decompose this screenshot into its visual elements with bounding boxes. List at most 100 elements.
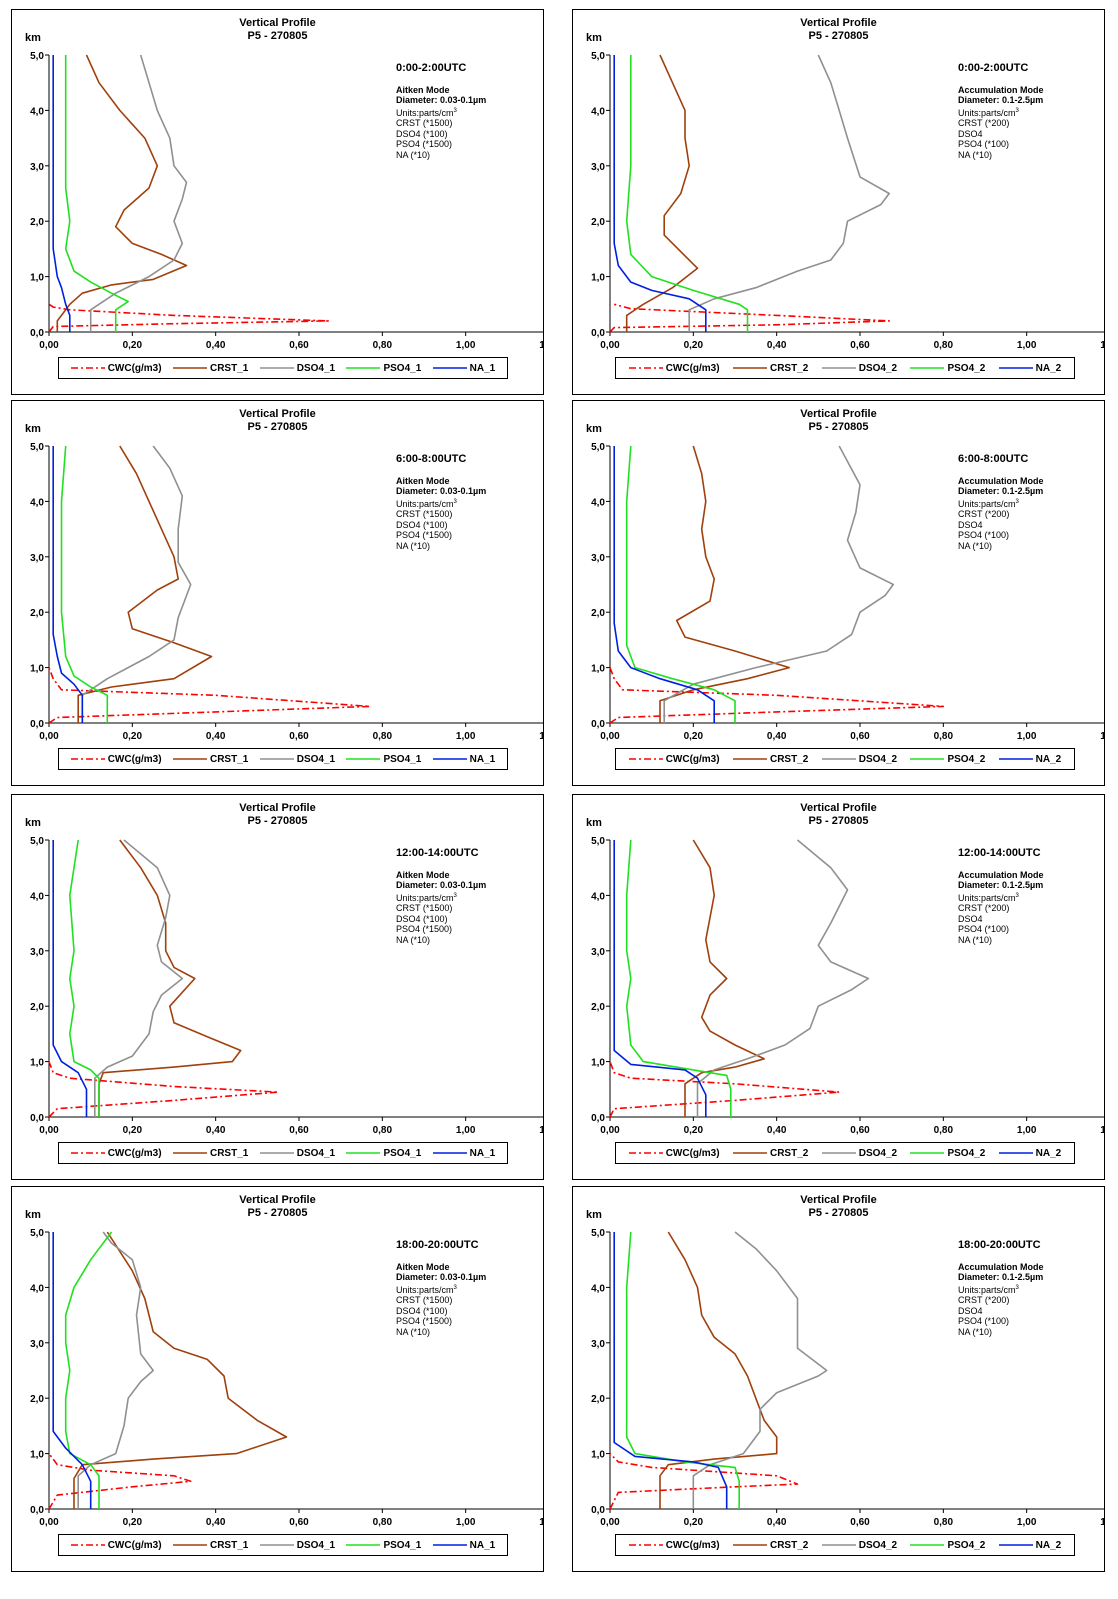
legend-label: NA_1 [469, 1539, 496, 1551]
x-tick-label: 0,40 [767, 731, 787, 742]
y-axis-label: km [25, 817, 41, 829]
legend-swatch [346, 758, 381, 760]
y-tick-label: 2,0 [30, 217, 44, 228]
scale-label: DSO4 [958, 913, 983, 924]
scale-label: DSO4 (*100) [396, 128, 448, 139]
legend-label: CRST_1 [209, 1539, 249, 1551]
x-tick-label: 0,80 [373, 731, 393, 742]
scale-label: NA (*10) [958, 540, 993, 551]
chart-subtitle: P5 - 270805 [808, 1207, 869, 1219]
units-label: Units:parts/cm3 [958, 1283, 1044, 1296]
legend-item-dso4: DSO4_2 [821, 1148, 897, 1159]
legend-label: CRST_1 [209, 753, 249, 765]
units-text: Units:parts/cm [958, 498, 1016, 509]
units-label: Units:parts/cm3 [396, 106, 486, 119]
y-tick-label: 4,0 [30, 1283, 44, 1294]
chart-title: Vertical Profile [239, 17, 316, 29]
period-label: 0:00-2:00UTC [396, 62, 467, 74]
x-tick-label: 0,40 [767, 1125, 787, 1136]
legend-item-na: NA_1 [432, 1539, 496, 1551]
chart-title: Vertical Profile [239, 408, 316, 420]
series-line-crst [659, 445, 790, 723]
series-line-dso4 [696, 839, 870, 1117]
series-line-dso4 [692, 1231, 828, 1509]
y-axis-label: km [586, 1209, 602, 1221]
y-tick-label: 3,0 [30, 1339, 44, 1350]
x-tick-label: 1,00 [456, 1517, 476, 1528]
x-tick-label: 1,00 [456, 731, 476, 742]
legend-swatch [346, 1544, 381, 1546]
legend-swatch [70, 1544, 105, 1546]
y-tick-label: 5,0 [591, 51, 605, 62]
legend-label: NA_1 [469, 753, 496, 765]
y-tick-label: 0,0 [591, 1113, 605, 1124]
diameter-label: Diameter: 0.03-0.1µm [396, 880, 487, 890]
annotation-block: 6:00-8:00UTC Aitken Mode Diameter: 0.03-0.… [396, 454, 486, 551]
y-axis-label: km [586, 423, 602, 435]
scale-label: CRST (*200) [958, 1295, 1010, 1305]
x-tick-label: 0,80 [373, 1125, 393, 1136]
series-line-pso4 [64, 1231, 113, 1509]
chart-svg: 0,00 0,20 0,40 0,60 0,80 1,00 1,20 0,0 1,0 2,0 3,0… [591, 1228, 1104, 1528]
y-tick-label: 5,0 [591, 836, 605, 847]
annotation-block: 18:00-20:00UTC Aitken Mode Diameter: 0.03-… [396, 1240, 486, 1337]
scale-label: DSO4 (*100) [396, 1305, 448, 1316]
scale-label: NA (*10) [396, 540, 431, 551]
diameter-label: Diameter: 0.1-2.5µm [958, 486, 1044, 496]
scale-label: NA (*10) [958, 1326, 993, 1337]
units-text: Units:parts/cm [958, 107, 1016, 118]
x-tick-label: 0,20 [684, 340, 704, 351]
legend-label: NA_2 [1035, 1539, 1062, 1551]
scale-label: NA (*10) [396, 1326, 431, 1337]
y-tick-label: 1,0 [30, 1058, 44, 1069]
x-tick-label: 0,60 [850, 1517, 870, 1528]
diameter-label: Diameter: 0.1-2.5µm [958, 1272, 1044, 1282]
y-axis-label: km [586, 817, 602, 829]
legend-item-na: NA_2 [998, 363, 1061, 374]
legend-label: PSO4_1 [383, 1539, 422, 1551]
chart-subtitle: P5 - 270805 [247, 421, 308, 433]
legend-label: CWC(g/m3) [665, 1147, 720, 1159]
legend-item-dso4: DSO4_2 [821, 754, 897, 765]
series-line-crst [77, 445, 213, 723]
y-tick-label: 5,0 [30, 442, 44, 453]
chart-legend: CWC(g/m3) CRST_2 DSO4_2 PSO4_2 NA_2 [615, 748, 1075, 770]
legend-swatch [910, 367, 945, 369]
series-line-cwc [48, 667, 371, 724]
legend-label: NA_1 [469, 1147, 496, 1159]
y-tick-label: 5,0 [30, 51, 44, 62]
mode-label: Accumulation Mode [958, 869, 1044, 880]
chart-legend: CWC(g/m3) CRST_2 DSO4_2 PSO4_2 NA_2 [615, 1142, 1075, 1164]
chart-panel: 0,00 0,20 0,40 0,60 0,80 1,00 1,20 0,0 1,0 2,0 3,0… [572, 1186, 1105, 1572]
x-tick-label: 1,00 [1017, 731, 1037, 742]
chart-title: Vertical Profile [239, 1194, 316, 1206]
scale-label: PSO4 (*1500) [396, 139, 453, 149]
legend-swatch [172, 758, 207, 760]
mode-label: Accumulation Mode [958, 475, 1044, 486]
legend-item-pso4: PSO4_1 [346, 1540, 421, 1551]
legend-label: CWC(g/m3) [107, 753, 162, 765]
chart-panel: 0,00 0,20 0,40 0,60 0,80 1,00 1,20 0,0 1,0 2,0 3,0… [11, 1186, 544, 1572]
x-tick-label: 0,40 [767, 340, 787, 351]
series-line-pso4 [69, 839, 100, 1117]
scale-label: CRST (*1500) [396, 1295, 453, 1305]
period-label: 12:00-14:00UTC [958, 847, 1041, 859]
legend-swatch [628, 758, 663, 760]
series-line-na [613, 55, 707, 332]
series-line-na [52, 1232, 92, 1509]
y-tick-label: 5,0 [591, 442, 605, 453]
x-tick-label: 0,20 [684, 731, 704, 742]
legend-swatch [628, 367, 663, 369]
series-line-pso4 [625, 55, 749, 332]
x-tick-label: 0,20 [123, 1125, 143, 1136]
y-tick-label: 0,0 [30, 719, 44, 730]
diameter-label: Diameter: 0.1-2.5µm [958, 880, 1044, 890]
legend-item-crst: CRST_2 [732, 754, 808, 765]
legend-label: PSO4_1 [383, 753, 422, 765]
legend-swatch [172, 1544, 207, 1546]
legend-swatch [910, 1544, 945, 1546]
x-tick-label: 1,20 [1100, 1125, 1104, 1136]
scale-label: PSO4 (*100) [958, 139, 1010, 149]
chart-svg: 0,00 0,20 0,40 0,60 0,80 1,00 1,20 0,0 1,0 2,0 3,0… [591, 836, 1104, 1136]
units-superscript: 3 [453, 498, 457, 505]
